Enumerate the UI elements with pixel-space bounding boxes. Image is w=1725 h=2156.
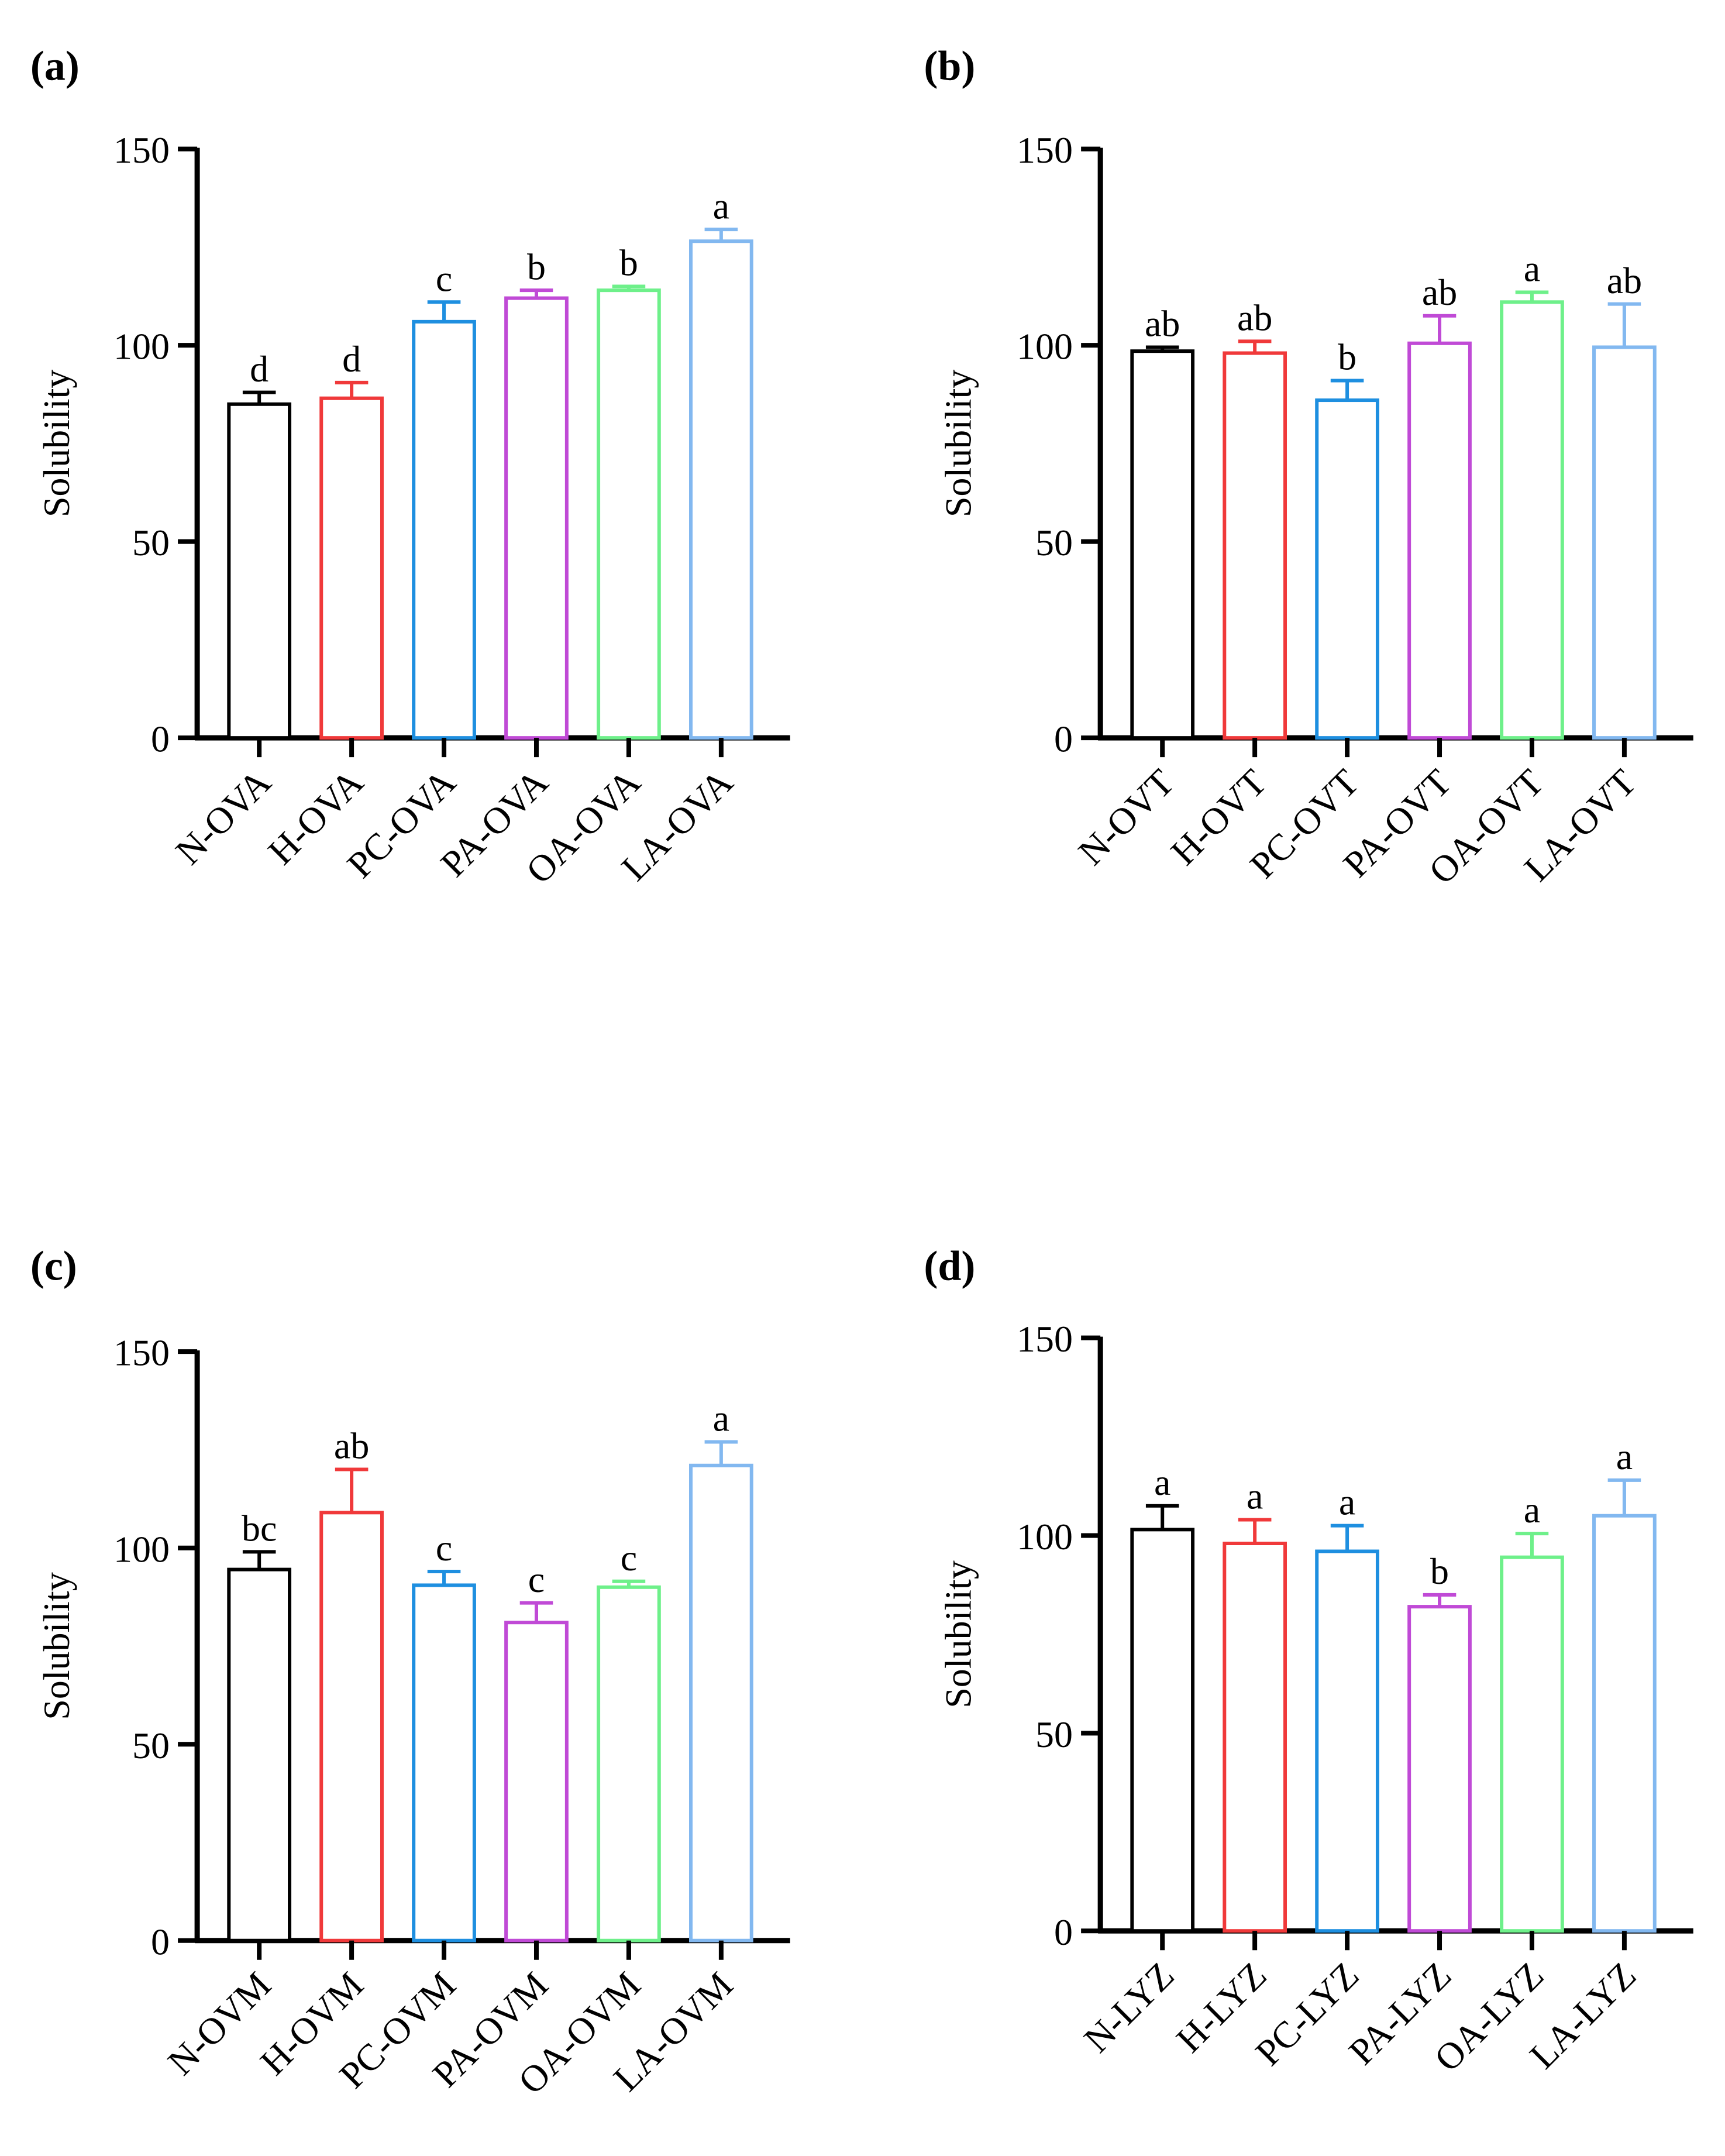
panel-c-significance-label: ab xyxy=(334,1425,369,1467)
panel-b-significance-label: ab xyxy=(1607,260,1642,301)
panel-a-significance-label: b xyxy=(527,246,546,287)
panel-b-y-tick-label: 0 xyxy=(1054,718,1073,760)
panel-a-y-tick-label: 150 xyxy=(113,129,170,171)
panel-b-bar xyxy=(1130,349,1195,740)
panel-d-bar xyxy=(1223,1541,1287,1933)
panel-b-label: (b) xyxy=(924,43,975,90)
panel-a-significance-label: c xyxy=(436,257,452,299)
panel-c-y-axis-title: Solubility xyxy=(36,1572,77,1720)
panel-c-bar xyxy=(597,1585,661,1942)
panel-d-y-tick-label: 100 xyxy=(1017,1516,1073,1557)
panel-a-bar xyxy=(689,239,753,740)
panel-a-significance-label: b xyxy=(619,242,638,284)
panel-c-category-label: N-OVM xyxy=(160,1964,279,2083)
panel-c-significance-label: c xyxy=(528,1559,545,1600)
panel-a-y-axis-title: Solubility xyxy=(36,370,77,518)
panel-b-y-tick-label: 150 xyxy=(1017,129,1073,171)
panel-b-y-axis-title: Solubility xyxy=(938,370,979,518)
panel-d-significance-label: a xyxy=(1247,1476,1263,1517)
panel-a-significance-label: d xyxy=(342,338,361,380)
panel-d-bar xyxy=(1407,1605,1472,1933)
panel-c-bar xyxy=(412,1583,476,1942)
panel-c-significance-label: a xyxy=(713,1398,729,1439)
panel-b-bar xyxy=(1223,351,1287,740)
panel-d-bar xyxy=(1592,1514,1657,1933)
panel-d-y-tick-label: 0 xyxy=(1054,1911,1073,1953)
panel-b-significance-label: ab xyxy=(1422,271,1457,313)
panel-c-y-tick-label: 50 xyxy=(132,1725,170,1766)
panel-c-bar xyxy=(689,1463,753,1942)
panel-c-bar xyxy=(504,1621,569,1942)
panel-b-y-tick-label: 50 xyxy=(1035,522,1073,563)
panel-d-category-label: N-LYZ xyxy=(1076,1954,1182,2060)
panel-c-y-tick-label: 0 xyxy=(151,1921,170,1962)
panel-d-significance-label: a xyxy=(1524,1489,1540,1531)
panel-c-bar xyxy=(227,1567,292,1942)
panel-a-bar xyxy=(597,288,661,740)
panel-d-bar xyxy=(1500,1555,1564,1933)
panel-d-y-tick-label: 150 xyxy=(1017,1318,1073,1360)
panel-c-label: (c) xyxy=(30,1243,77,1290)
panel-c-bar xyxy=(319,1511,384,1942)
panel-c-y-tick-label: 100 xyxy=(113,1528,170,1570)
panel-d-y-axis-title: Solubility xyxy=(938,1560,979,1708)
panel-b-category-label: N-OVT xyxy=(1070,761,1182,873)
panel-d-significance-label: a xyxy=(1616,1436,1633,1477)
panel-b-bar xyxy=(1315,398,1379,740)
panel-b-significance-label: b xyxy=(1338,336,1356,378)
panel-d-significance-label: a xyxy=(1154,1462,1170,1503)
panel-c-y-tick-label: 150 xyxy=(113,1332,170,1374)
panel-a-bar xyxy=(504,296,569,740)
panel-a-bar xyxy=(319,396,384,740)
panel-a-y-tick-label: 100 xyxy=(113,326,170,367)
panel-d-significance-label: b xyxy=(1430,1550,1449,1592)
panel-a-significance-label: d xyxy=(250,348,268,390)
panel-d-bar xyxy=(1315,1549,1379,1933)
panel-d-y-tick-label: 50 xyxy=(1035,1714,1073,1755)
panel-d-label: (d) xyxy=(924,1243,975,1290)
panel-a-bar xyxy=(227,402,292,740)
panel-a-y-tick-label: 50 xyxy=(132,522,170,563)
panel-a-significance-label: a xyxy=(713,185,729,226)
panel-b-bar xyxy=(1592,345,1657,740)
panel-b-significance-label: ab xyxy=(1237,297,1272,339)
panel-a-category-label: N-OVA xyxy=(167,761,278,872)
panel-d-bar xyxy=(1130,1528,1195,1933)
panel-c-significance-label: bc xyxy=(242,1508,277,1549)
panel-c-significance-label: c xyxy=(436,1527,452,1569)
panel-b-significance-label: a xyxy=(1524,248,1540,290)
panel-b-significance-label: ab xyxy=(1145,303,1180,345)
panel-b-bar xyxy=(1407,341,1472,740)
panel-a-y-tick-label: 0 xyxy=(151,718,170,760)
panel-c-significance-label: c xyxy=(621,1537,637,1579)
panel-d-category-label: PC-LYZ xyxy=(1248,1954,1367,2074)
panel-b-y-tick-label: 100 xyxy=(1017,326,1073,367)
panel-b-bar xyxy=(1500,300,1564,740)
panel-a-bar xyxy=(412,319,476,740)
panel-a-label: (a) xyxy=(30,43,80,90)
panel-d-significance-label: a xyxy=(1339,1481,1355,1523)
